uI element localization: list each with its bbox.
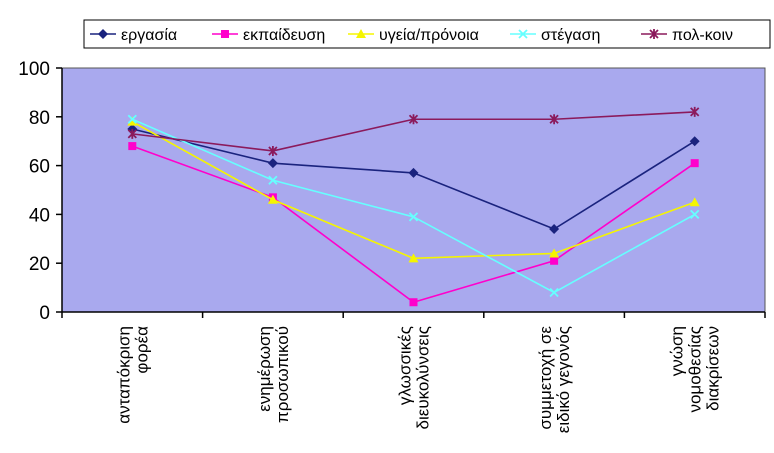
category-label-line: γλωσσικές	[396, 326, 415, 405]
legend-item: υγεία/πρόνοια	[348, 27, 479, 44]
data-point	[690, 209, 700, 220]
legend: εργασία εκπαίδευση υγεία/πρόνοια στέγαση πολ…	[83, 19, 771, 49]
data-point	[127, 128, 137, 139]
legend-marker	[356, 29, 366, 38]
legend-item: εκπαίδευση	[212, 27, 325, 44]
series-4	[127, 114, 700, 298]
legend-label: εκπαίδευση	[243, 27, 325, 44]
data-point	[127, 116, 138, 126]
legend-item: πολ-κοιν	[641, 27, 733, 44]
data-point	[690, 159, 699, 168]
legend-item: στέγαση	[510, 27, 600, 44]
data-point	[267, 194, 278, 204]
legend-label: υγεία/πρόνοια	[379, 27, 479, 44]
category-label-line: προσωπικού	[273, 326, 292, 423]
data-point	[690, 106, 700, 117]
x-axis: ανταπόκριση φορέα ενημέρωση προσωπικού γλωσσ…	[61, 311, 766, 434]
data-point	[549, 114, 559, 125]
data-point	[549, 224, 560, 235]
series-3	[127, 116, 700, 263]
plot-area	[61, 67, 766, 313]
category-label-line: γνώση	[668, 326, 687, 376]
data-point	[268, 175, 278, 185]
category-label: ανταπόκριση φορέα	[114, 326, 151, 424]
data-point	[689, 197, 700, 207]
legend-marker	[649, 29, 659, 39]
y-tick-label: 100	[18, 59, 50, 80]
category-label-line: νομοθεσίας	[686, 326, 705, 413]
data-point	[408, 253, 419, 263]
data-point	[267, 158, 278, 169]
data-point	[689, 136, 700, 147]
category-label: συμμετοχή σε ειδικό γεγονός	[536, 326, 573, 434]
y-tick-label: 60	[29, 157, 50, 178]
category-label-line: ανταπόκριση	[114, 326, 133, 424]
legend-marker	[98, 29, 108, 39]
y-axis: 0 20 40 60 80 100	[18, 59, 63, 324]
legend-marker	[221, 30, 229, 38]
category-label: γλωσσικές διευκολύνσεις	[396, 326, 433, 429]
legend-label: στέγαση	[541, 27, 600, 44]
y-tick-label: 80	[29, 108, 50, 129]
category-label-line: συμμετοχή σε	[536, 326, 555, 430]
data-point	[128, 142, 137, 151]
category-label-line: ενημέρωση	[255, 326, 274, 412]
legend-item: εργασία	[90, 27, 177, 44]
data-point	[409, 298, 418, 307]
category-label-line: ειδικό γεγονός	[554, 326, 573, 433]
y-tick-label: 40	[29, 205, 50, 226]
legend-marker	[518, 29, 528, 39]
data-point	[550, 256, 559, 265]
data-point	[408, 114, 419, 125]
category-label-line: διευκολύνσεις	[414, 326, 433, 429]
data-point	[127, 114, 137, 124]
data-point	[408, 167, 419, 178]
legend-label: πολ-κοιν	[672, 27, 733, 44]
data-point	[268, 145, 278, 156]
data-point	[408, 212, 419, 222]
data-point	[549, 248, 560, 258]
series-5	[127, 106, 700, 156]
y-tick-label: 20	[29, 254, 50, 275]
y-tick-label: 0	[39, 303, 50, 324]
legend-label: εργασία	[121, 27, 177, 44]
category-label: ενημέρωση προσωπικού	[255, 326, 292, 423]
category-label-line: φορέα	[132, 326, 151, 374]
data-point	[549, 287, 559, 298]
series-layer	[127, 106, 700, 307]
category-label: γνώση νομοθεσίας διακρίσεων	[668, 326, 723, 413]
category-label-line: διακρίσεων	[704, 326, 723, 411]
